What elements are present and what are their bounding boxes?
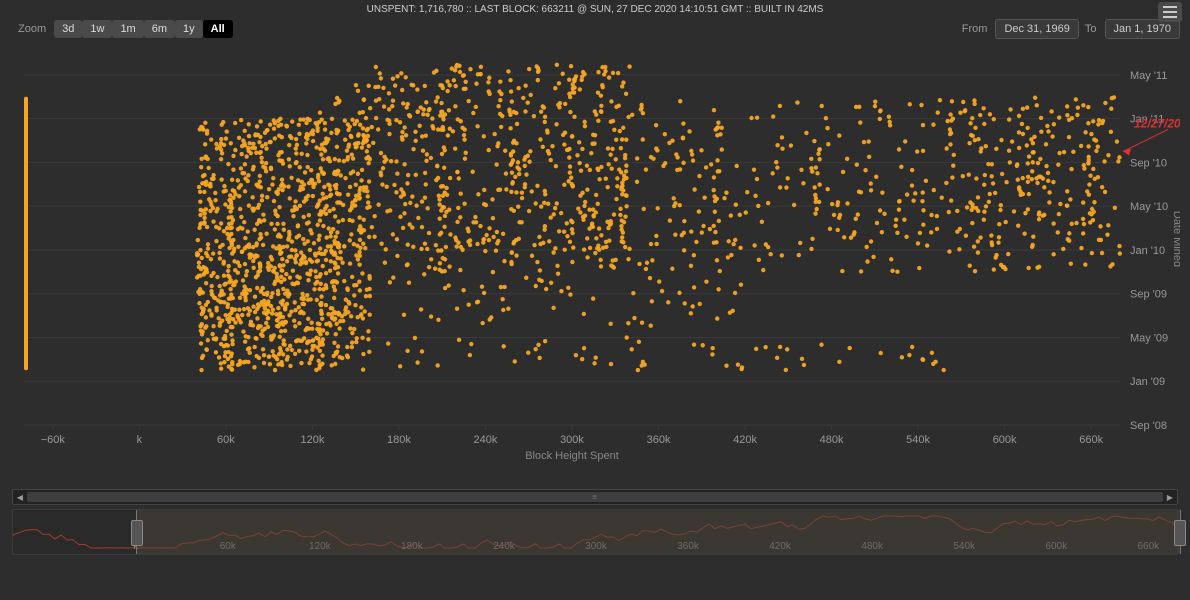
scroll-track[interactable]: ≡ xyxy=(27,492,1163,502)
from-date-input[interactable]: Dec 31, 1969 xyxy=(995,19,1078,39)
to-date-input[interactable]: Jan 1, 1970 xyxy=(1105,19,1181,39)
toolbar: Zoom 3d1w1m6m1yAll From Dec 31, 1969 To … xyxy=(0,17,1190,45)
svg-text:May '10: May '10 xyxy=(1130,201,1168,213)
svg-text:120k: 120k xyxy=(300,434,324,446)
horizontal-scrollbar[interactable]: ◀ ≡ ▶ xyxy=(12,489,1178,505)
svg-text:Sep '10: Sep '10 xyxy=(1130,157,1167,169)
zoom-1m-button[interactable]: 1m xyxy=(112,20,143,38)
svg-text:600k: 600k xyxy=(993,434,1017,446)
svg-text:May '11: May '11 xyxy=(1130,70,1167,82)
svg-text:May '09: May '09 xyxy=(1130,332,1168,344)
to-label: To xyxy=(1085,23,1097,35)
from-label: From xyxy=(962,23,988,35)
svg-text:180k: 180k xyxy=(387,434,411,446)
navigator-handle-left[interactable] xyxy=(131,520,143,546)
zoom-1y-button[interactable]: 1y xyxy=(175,20,203,38)
svg-text:Jan '09: Jan '09 xyxy=(1130,376,1165,388)
chart-area[interactable]: Sep '08 Jan '09 May '09 Sep '09 Jan '10 May '… xyxy=(10,45,1180,485)
svg-text:420k: 420k xyxy=(733,434,757,446)
svg-text:Date Mined: Date Mined xyxy=(1171,211,1180,267)
navigator-panel[interactable]: k60k120k180k240k300k360k420k480k540k600k… xyxy=(12,509,1178,555)
zoom-label: Zoom xyxy=(18,23,46,35)
svg-text:300k: 300k xyxy=(560,434,584,446)
scroll-right-arrow[interactable]: ▶ xyxy=(1163,490,1177,504)
zoom-3d-button[interactable]: 3d xyxy=(54,20,82,38)
zoom-1w-button[interactable]: 1w xyxy=(82,20,112,38)
zoom-6m-button[interactable]: 6m xyxy=(144,20,175,38)
menu-button[interactable] xyxy=(1158,2,1182,22)
svg-text:480k: 480k xyxy=(820,434,844,446)
svg-text:Jan '10: Jan '10 xyxy=(1130,245,1165,257)
svg-text:Block Height Spent: Block Height Spent xyxy=(525,450,619,462)
navigator-range[interactable] xyxy=(136,510,1181,554)
scroll-left-arrow[interactable]: ◀ xyxy=(13,490,27,504)
svg-text:Sep '09: Sep '09 xyxy=(1130,289,1167,301)
svg-text:240k: 240k xyxy=(474,434,498,446)
svg-text:12/27/20: 12/27/20 xyxy=(1134,116,1180,130)
svg-text:660k: 660k xyxy=(1079,434,1103,446)
svg-text:360k: 360k xyxy=(647,434,671,446)
scroll-grip-icon: ≡ xyxy=(592,493,598,502)
svg-text:Sep '08: Sep '08 xyxy=(1130,420,1167,432)
zoom-all-button[interactable]: All xyxy=(203,20,233,38)
svg-text:−60k: −60k xyxy=(41,434,66,446)
svg-text:540k: 540k xyxy=(906,434,930,446)
status-text: UNSPENT: 1,716,780 :: LAST BLOCK: 663211… xyxy=(367,4,824,15)
navigator-handle-right[interactable] xyxy=(1174,520,1186,546)
svg-text:k: k xyxy=(137,434,143,446)
svg-text:60k: 60k xyxy=(217,434,235,446)
